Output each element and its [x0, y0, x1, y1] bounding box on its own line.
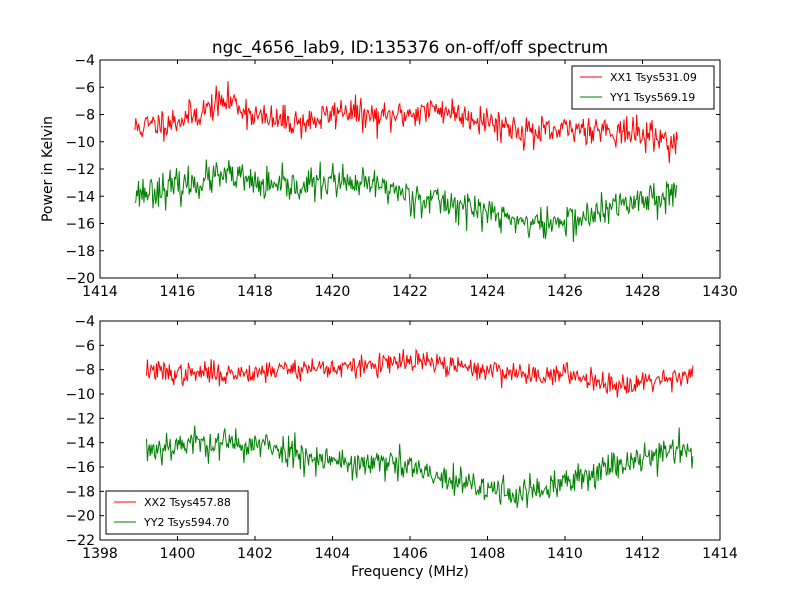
y-tick-label: −20 — [65, 271, 95, 287]
legend-label: YY2 Tsys594.70 — [143, 516, 229, 529]
bottom-panel: 1398 1400 1402 1404 1406 1408 1410 1412 1414 −22 −… — [65, 314, 737, 562]
x-tick-label: 1408 — [470, 546, 506, 562]
y-tick-label: −8 — [74, 108, 95, 124]
y-tick-label: −22 — [65, 533, 95, 549]
x-tick-label: 1428 — [625, 284, 661, 300]
x-tick-label: 1404 — [315, 546, 351, 562]
y-tick-label: −16 — [65, 460, 95, 476]
series-line-1-2 — [134, 159, 678, 243]
top-panel: 1414 1416 1418 1420 1422 1424 1426 1428 1430 −20 −… — [65, 53, 737, 300]
x-tick-label: 1418 — [237, 284, 273, 300]
y-tick-label: −20 — [65, 509, 95, 525]
legend-box — [105, 490, 249, 535]
y-tick-label: −16 — [65, 217, 95, 233]
y-tick-label: −12 — [65, 162, 95, 178]
x-tick-label: 1410 — [547, 546, 583, 562]
y-tick-label: −6 — [74, 338, 95, 354]
y-tick-label: −18 — [65, 484, 95, 500]
x-tick-label: 1422 — [392, 284, 428, 300]
x-tick-label: 1416 — [160, 284, 196, 300]
legend-label: YY1 Tsys569.19 — [609, 91, 695, 104]
x-tick-label: 1406 — [392, 546, 428, 562]
x-tick-label: 1412 — [625, 546, 661, 562]
legend: XX1 Tsys531.09 YY1 Tsys569.19 — [571, 65, 715, 110]
x-tick-label: 1420 — [315, 284, 351, 300]
x-axis-label: Frequency (MHz) — [351, 564, 469, 580]
x-tick-label: 1402 — [237, 546, 273, 562]
x-tick-label: 1414 — [82, 284, 118, 300]
y-tick-label: −18 — [65, 244, 95, 260]
series-line-1-1 — [134, 81, 678, 164]
series-line-2-1 — [146, 348, 694, 398]
y-axis-label: Power in Kelvin — [40, 116, 56, 222]
y-tick-label: −4 — [74, 314, 95, 330]
x-tick-label: 1424 — [470, 284, 506, 300]
x-tick-label: 1400 — [160, 546, 196, 562]
x-tick-label: 1414 — [702, 546, 738, 562]
legend-label: XX1 Tsys531.09 — [610, 71, 697, 84]
y-tick-label: −6 — [74, 80, 95, 96]
x-tick-label: 1430 — [702, 284, 738, 300]
y-tick-label: −8 — [74, 363, 95, 379]
y-tick-label: −14 — [65, 189, 95, 205]
x-tick-label: 1426 — [547, 284, 583, 300]
series-line-2-2 — [146, 425, 694, 508]
y-tick-label: −10 — [65, 135, 95, 151]
legend-box — [571, 65, 715, 110]
y-tick-label: −10 — [65, 387, 95, 403]
y-tick-label: −14 — [65, 436, 95, 452]
legend: XX2 Tsys457.88 YY2 Tsys594.70 — [105, 490, 249, 535]
legend-label: XX2 Tsys457.88 — [144, 496, 231, 509]
y-tick-label: −12 — [65, 411, 95, 427]
x-tick-label: 1398 — [82, 546, 118, 562]
y-tick-label: −4 — [74, 53, 95, 69]
chart-title: ngc_4656_lab9, ID:135376 on-off/off spec… — [212, 38, 608, 58]
